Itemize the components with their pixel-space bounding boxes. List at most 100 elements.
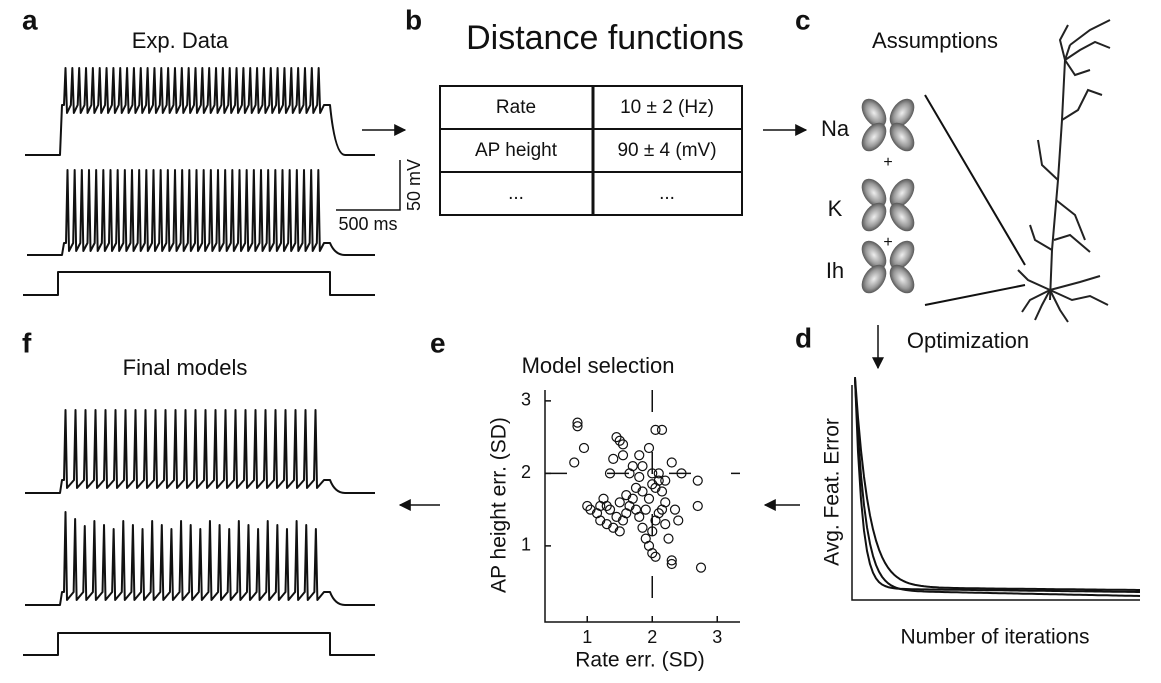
point xyxy=(692,475,703,486)
point xyxy=(666,457,677,468)
panel-label: a xyxy=(22,4,38,35)
panel-title: Distance functions xyxy=(466,19,744,57)
point xyxy=(660,497,671,508)
point xyxy=(582,500,593,512)
neuron-branch xyxy=(1069,19,1111,46)
point xyxy=(621,490,632,501)
trace xyxy=(25,409,375,494)
channel-lobe xyxy=(889,98,915,128)
x-tick-label: 1 xyxy=(582,627,592,647)
point xyxy=(572,421,583,432)
neuron-branch xyxy=(1049,44,1071,301)
channel-lobe xyxy=(861,98,887,128)
point xyxy=(569,457,580,468)
point xyxy=(692,500,703,512)
x-tick-label: 2 xyxy=(647,627,657,647)
table xyxy=(439,85,743,216)
point xyxy=(695,562,707,573)
panel-label: f xyxy=(22,327,32,358)
point xyxy=(637,522,648,533)
point xyxy=(634,450,645,461)
channel-lobe xyxy=(889,264,915,294)
point xyxy=(656,486,668,497)
channel-icon xyxy=(861,240,915,294)
channel-lobe xyxy=(861,178,887,208)
neuron-branch xyxy=(1049,289,1069,323)
channel-lobe xyxy=(861,240,887,270)
point xyxy=(601,500,612,512)
plus: + xyxy=(883,234,892,251)
neuron-branch xyxy=(1037,139,1059,181)
x-axis-label: Rate err. (SD) xyxy=(575,649,705,672)
error-curve xyxy=(854,378,1140,593)
point xyxy=(673,515,684,526)
channel-lobe xyxy=(889,240,915,270)
panel-title: Final models xyxy=(123,355,248,380)
neuron-branch xyxy=(1049,289,1109,306)
table-cell: ... xyxy=(508,183,524,204)
y-tick-label: 2 xyxy=(521,462,531,482)
point xyxy=(676,468,687,479)
point xyxy=(611,511,622,522)
channel-icon xyxy=(861,98,915,152)
table-cell: AP height xyxy=(475,140,558,161)
panel-title: Optimization xyxy=(907,328,1029,353)
point xyxy=(650,424,661,435)
neuron-branch xyxy=(1017,269,1051,291)
point xyxy=(614,526,625,537)
point xyxy=(634,511,645,522)
neuron-branch xyxy=(1058,24,1069,61)
neuron-branch xyxy=(1064,40,1111,61)
x-tick-label: 3 xyxy=(712,627,722,647)
point xyxy=(650,551,661,562)
channel-label: Ih xyxy=(826,258,844,283)
point xyxy=(653,508,664,519)
neuron-branch xyxy=(1021,289,1051,313)
point xyxy=(637,461,648,472)
neuron-branch xyxy=(1049,275,1101,291)
channel-lobe xyxy=(889,122,915,152)
point xyxy=(608,453,619,464)
table-cell: ... xyxy=(659,183,675,204)
point xyxy=(653,475,664,486)
neuron-branch xyxy=(1061,88,1103,121)
neuron-branch xyxy=(1034,289,1051,321)
y-tick-label: 1 xyxy=(521,535,531,555)
y-axis-label: Avg. Feat. Error xyxy=(821,418,844,566)
point xyxy=(617,450,629,461)
error-curve xyxy=(854,380,1141,597)
neuron-branch xyxy=(1029,224,1053,251)
trace xyxy=(27,169,375,256)
neuron-branch xyxy=(1053,233,1091,253)
point xyxy=(660,519,671,530)
point xyxy=(614,435,625,446)
connector xyxy=(924,94,1026,266)
point xyxy=(572,417,583,428)
point xyxy=(653,468,664,479)
channel-label: Na xyxy=(821,116,850,141)
point xyxy=(666,558,677,570)
stimulus xyxy=(23,632,375,656)
panel-title: Model selection xyxy=(522,353,675,378)
panel-title: Assumptions xyxy=(872,28,998,53)
point xyxy=(647,468,658,479)
connector xyxy=(924,284,1026,306)
point xyxy=(617,439,629,450)
point xyxy=(640,504,651,515)
y-tick-label: 3 xyxy=(521,390,531,410)
point xyxy=(637,486,648,497)
point xyxy=(663,533,674,544)
neuron-branch xyxy=(1055,199,1086,241)
point xyxy=(614,497,625,508)
scale-bar xyxy=(336,160,401,211)
axis xyxy=(544,390,740,623)
plus: + xyxy=(883,154,892,171)
scale-label: 500 ms xyxy=(338,214,397,234)
point xyxy=(604,504,616,515)
channel-lobe xyxy=(861,202,887,232)
point xyxy=(660,475,671,486)
point xyxy=(634,471,645,483)
point xyxy=(611,432,622,443)
y-axis-label: AP height err. (SD) xyxy=(488,417,511,593)
